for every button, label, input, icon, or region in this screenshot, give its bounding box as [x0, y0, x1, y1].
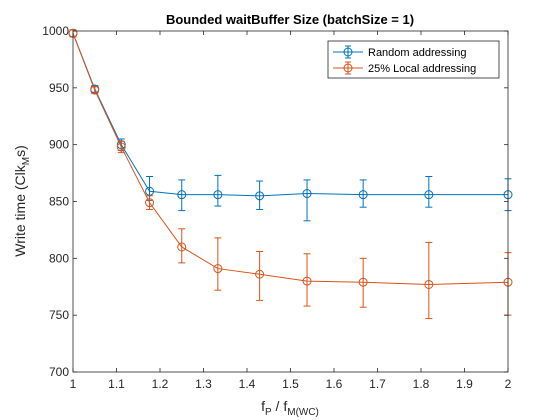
x-axis-label-sub1: P [265, 407, 272, 418]
data-point [177, 190, 187, 200]
data-point [255, 269, 265, 279]
data-point [424, 190, 434, 200]
chart-title: Bounded waitBuffer Size (batchSize = 1) [166, 12, 414, 27]
data-point [145, 198, 155, 208]
legend-box [327, 40, 500, 79]
legend-marker-local [343, 63, 353, 73]
x-tick-label: 1.7 [369, 377, 386, 391]
y-tick-label: 850 [49, 195, 69, 209]
series-layer [68, 28, 513, 320]
legend-label-random: Random addressing [368, 47, 466, 59]
x-axis-label-sep: / f [272, 398, 288, 414]
x-tick-label: 1.5 [282, 377, 299, 391]
series-local-addressing [68, 28, 513, 320]
data-point [424, 279, 434, 289]
data-point [90, 85, 100, 95]
ticks-layer: 1 1.1 1.2 1.3 1.4 1.5 1.6 1.7 1.8 1.9 2 700 750 800 85… [42, 24, 511, 391]
x-tick-label: 2 [505, 377, 512, 391]
data-point [145, 186, 155, 196]
data-point [358, 190, 368, 200]
legend: Random addressing 25% Local addressing [327, 40, 500, 79]
y-axis-label: Write time (ClkMs) [12, 145, 32, 257]
y-axis-label-main: Write time (Clk [12, 164, 28, 257]
data-point [302, 189, 312, 199]
data-point [213, 190, 223, 200]
y-axis-label-sub: M [21, 157, 32, 165]
data-point [116, 142, 126, 152]
legend-label-local: 25% Local addressing [368, 63, 476, 75]
x-tick-label: 1.4 [239, 377, 256, 391]
y-tick-label: 800 [49, 251, 69, 265]
data-point [255, 191, 265, 201]
y-tick-label: 750 [49, 308, 69, 322]
y-tick-label: 700 [49, 365, 69, 379]
data-point [213, 264, 223, 274]
x-tick-label: 1.3 [195, 377, 212, 391]
legend-marker-random [343, 47, 353, 57]
x-axis-label-sub2: M(WC) [287, 407, 319, 418]
x-tick-label: 1.2 [152, 377, 169, 391]
x-axis-label: fP / fM(WC) [261, 398, 319, 418]
plot-background [73, 31, 508, 372]
x-tick-label: 1.9 [456, 377, 473, 391]
x-axis-label-main: f [261, 398, 265, 414]
y-tick-label: 950 [49, 81, 69, 95]
data-point [302, 276, 312, 286]
data-point [358, 277, 368, 287]
x-tick-label: 1 [70, 377, 77, 391]
y-tick-label: 900 [49, 138, 69, 152]
x-tick-label: 1.6 [326, 377, 343, 391]
x-tick-label: 1.1 [108, 377, 125, 391]
y-tick-label: 1000 [42, 24, 69, 38]
data-point [177, 242, 187, 252]
x-tick-label: 1.8 [413, 377, 430, 391]
y-axis-label-end: s) [12, 145, 28, 157]
